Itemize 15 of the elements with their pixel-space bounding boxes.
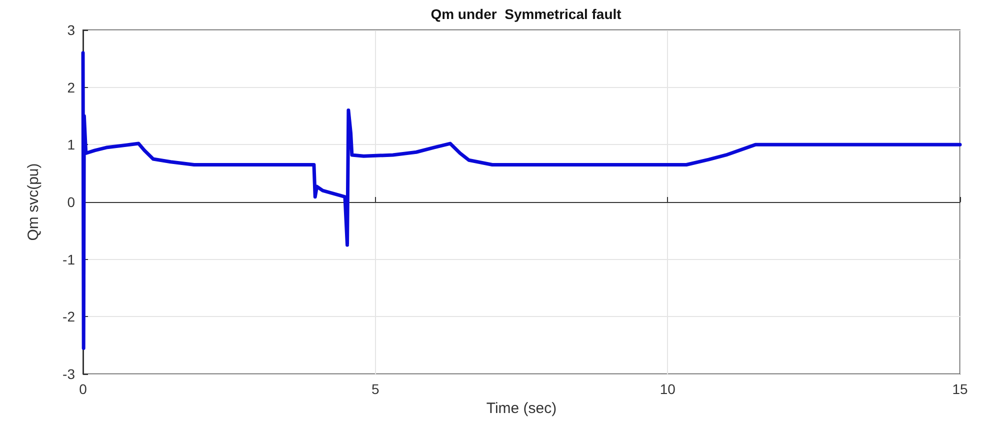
- y-tick-label: -1: [62, 251, 76, 268]
- chart-title: Qm under Symmetrical fault: [430, 6, 622, 22]
- x-tick-label: 10: [660, 381, 676, 397]
- line-series: [81, 51, 962, 350]
- y-tick-label: 3: [67, 22, 76, 38]
- y-tick-label: -2: [62, 308, 76, 325]
- x-tick-label: 0: [79, 381, 88, 397]
- y-tick-label: 1: [67, 136, 76, 153]
- y-axis-title: Qm svc(pu): [25, 163, 42, 241]
- y-tick-label: 2: [67, 79, 76, 96]
- x-tick-label: 15: [952, 381, 968, 397]
- x-axis-title: Time (sec): [486, 400, 557, 417]
- y-tick-label: 0: [67, 194, 76, 210]
- y-tick-label: -3: [62, 366, 76, 382]
- x-tick-label: 5: [371, 381, 380, 397]
